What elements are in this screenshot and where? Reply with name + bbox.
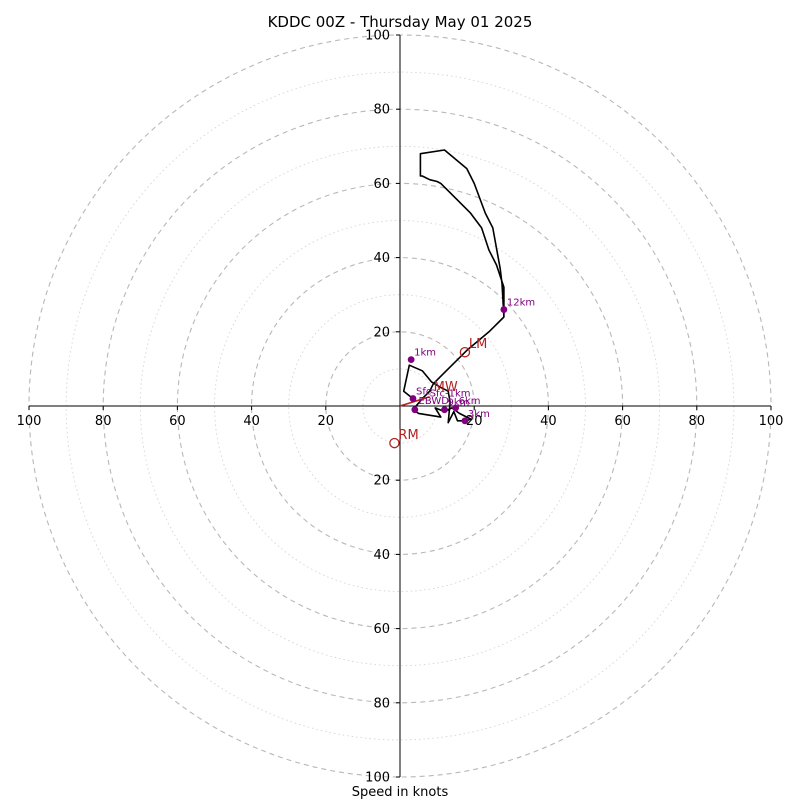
height-label: 12km xyxy=(507,298,535,309)
motion-label-rm: RM xyxy=(398,428,418,443)
x-tick-label: 20 xyxy=(466,414,483,429)
x-tick-label: 20 xyxy=(318,414,335,429)
height-marker-3km xyxy=(461,417,469,425)
y-tick-label: 40 xyxy=(373,251,390,266)
y-tick-label: 60 xyxy=(373,177,390,192)
x-axis-label: Speed in knots xyxy=(352,785,449,800)
height-marker-1km xyxy=(407,356,415,364)
height-marker-Sfc xyxy=(409,395,417,402)
x-tick-label: 60 xyxy=(169,414,186,429)
motion-label-lm: LM xyxy=(469,337,487,352)
chart-title: KDDC 00Z - Thursday May 01 2025 xyxy=(268,13,533,31)
y-tick-label: 20 xyxy=(373,325,390,340)
hodograph-line xyxy=(402,149,505,424)
x-tick-label: 40 xyxy=(540,414,557,429)
cluster-label: EBWD xyxy=(419,396,450,407)
x-tick-label: 100 xyxy=(17,414,42,429)
x-tick-label: 100 xyxy=(759,414,784,429)
storm-motions: LM RM MW xyxy=(389,337,487,449)
cluster-label: Sfc-1km xyxy=(430,389,471,400)
y-tick-label: 60 xyxy=(373,622,390,637)
y-tick-label: 80 xyxy=(373,696,390,711)
x-tick-label: 40 xyxy=(243,414,260,429)
y-tick-label: 20 xyxy=(373,474,390,489)
motion-marker-rm xyxy=(389,437,400,449)
height-label: 9km xyxy=(448,398,470,409)
y-tick-label: 40 xyxy=(373,548,390,563)
x-tick-label: 60 xyxy=(614,414,631,429)
height-marker-6km xyxy=(452,404,460,412)
y-tick-label: 100 xyxy=(365,771,390,786)
height-label: Sfc xyxy=(416,387,431,398)
motion-label-mw: MW xyxy=(434,380,458,395)
tick-labels: 100 80 60 40 20 20 40 60 80 100 100 80 60 40 20 20 40 60 8… xyxy=(17,29,784,786)
x-tick-label: 80 xyxy=(95,414,112,429)
height-label: 1km xyxy=(414,348,436,359)
height-label: 3km xyxy=(468,409,490,420)
height-marker-pt xyxy=(411,406,419,414)
height-marker-12km xyxy=(500,306,508,313)
y-tick-label: 100 xyxy=(365,29,390,44)
height-label: 6km xyxy=(459,396,481,407)
motion-marker-lm xyxy=(459,346,471,358)
y-tick-label: 80 xyxy=(373,103,390,118)
x-tick-label: 80 xyxy=(689,414,706,429)
height-marker-9km xyxy=(441,406,448,414)
